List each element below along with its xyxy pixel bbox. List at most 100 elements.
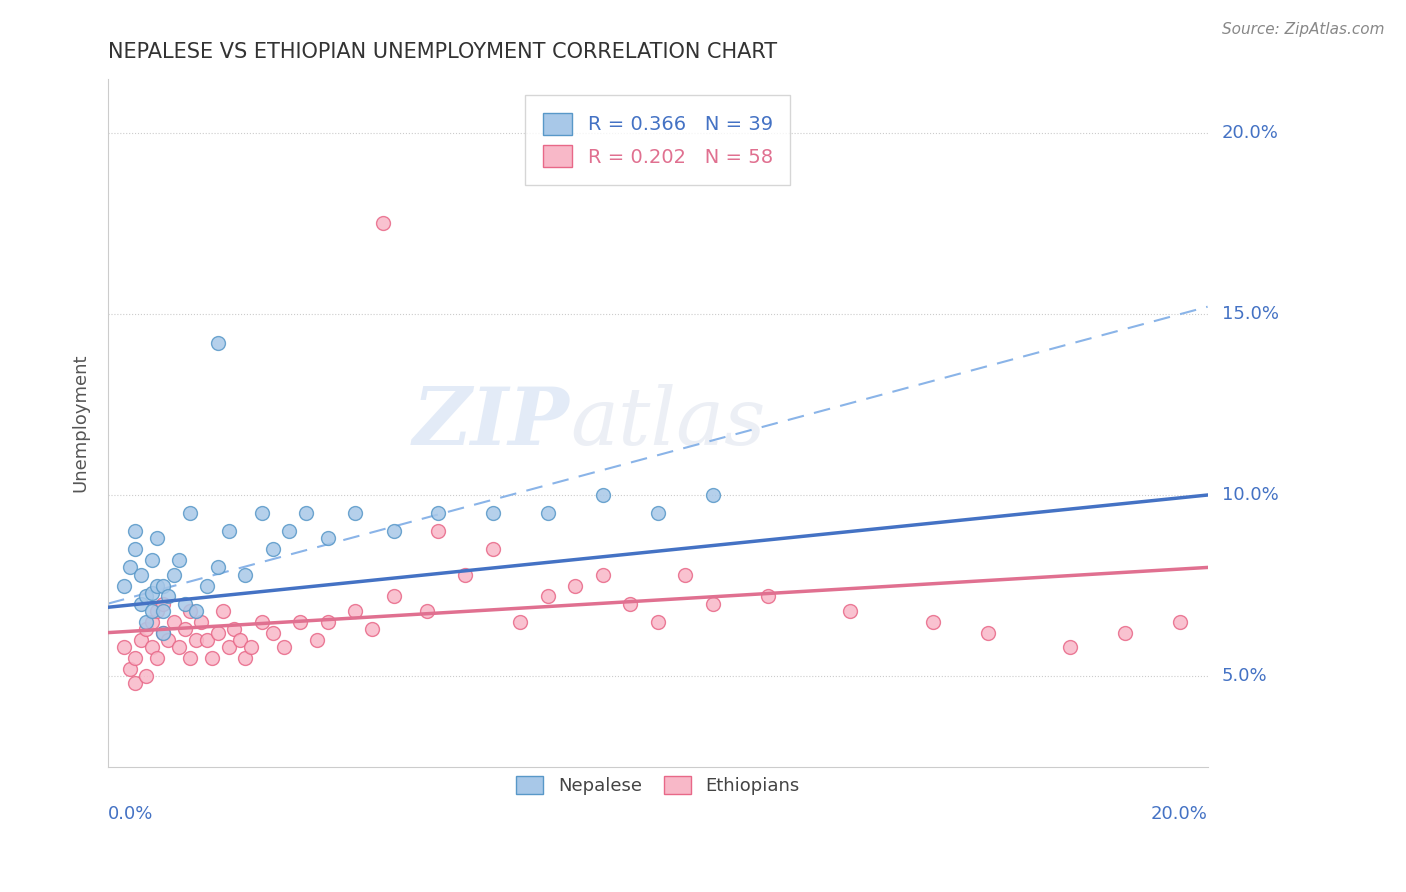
Point	[426, 524, 449, 539]
Point	[195, 632, 218, 647]
Text: 5.0%: 5.0%	[1222, 667, 1267, 685]
Point	[235, 567, 257, 582]
Point	[163, 567, 186, 582]
Point	[344, 604, 367, 618]
Point	[619, 597, 641, 611]
Point	[756, 590, 779, 604]
Point	[509, 615, 531, 629]
Point	[416, 604, 439, 618]
Point	[184, 632, 207, 647]
Text: 20.0%: 20.0%	[1150, 805, 1208, 823]
Point	[146, 651, 169, 665]
Point	[174, 597, 197, 611]
Point	[537, 506, 560, 520]
Point	[592, 488, 614, 502]
Point	[426, 506, 449, 520]
Point	[152, 597, 174, 611]
Point	[976, 625, 998, 640]
Point	[163, 615, 186, 629]
Point	[382, 524, 405, 539]
Point	[141, 615, 163, 629]
Point	[135, 622, 157, 636]
Point	[174, 622, 197, 636]
Point	[212, 604, 235, 618]
Point	[135, 615, 157, 629]
Point	[118, 560, 141, 574]
Point	[129, 567, 152, 582]
Point	[250, 615, 273, 629]
Point	[278, 524, 301, 539]
Point	[179, 651, 201, 665]
Point	[152, 625, 174, 640]
Point	[564, 578, 586, 592]
Point	[482, 506, 505, 520]
Text: NEPALESE VS ETHIOPIAN UNEMPLOYMENT CORRELATION CHART: NEPALESE VS ETHIOPIAN UNEMPLOYMENT CORRE…	[108, 42, 778, 62]
Point	[290, 615, 312, 629]
Point	[482, 542, 505, 557]
Point	[224, 622, 246, 636]
Point	[146, 604, 169, 618]
Point	[361, 622, 384, 636]
Point	[207, 625, 229, 640]
Point	[152, 625, 174, 640]
Point	[169, 553, 191, 567]
Point	[179, 604, 201, 618]
Point	[190, 615, 212, 629]
Point	[195, 578, 218, 592]
Point	[305, 632, 328, 647]
Point	[537, 590, 560, 604]
Point	[129, 597, 152, 611]
Point	[146, 578, 169, 592]
Y-axis label: Unemployment: Unemployment	[72, 353, 89, 491]
Point	[135, 590, 157, 604]
Point	[1114, 625, 1136, 640]
Point	[207, 335, 229, 350]
Point	[673, 567, 696, 582]
Point	[316, 615, 339, 629]
Point	[179, 506, 201, 520]
Point	[124, 524, 146, 539]
Point	[169, 640, 191, 654]
Text: 0.0%: 0.0%	[108, 805, 153, 823]
Point	[218, 524, 240, 539]
Point	[157, 632, 180, 647]
Point	[229, 632, 252, 647]
Point	[141, 553, 163, 567]
Point	[124, 651, 146, 665]
Point	[129, 632, 152, 647]
Point	[592, 567, 614, 582]
Point	[316, 532, 339, 546]
Point	[135, 669, 157, 683]
Point	[702, 488, 724, 502]
Point	[218, 640, 240, 654]
Point	[647, 506, 669, 520]
Point	[382, 590, 405, 604]
Point	[141, 604, 163, 618]
Text: 10.0%: 10.0%	[1222, 486, 1278, 504]
Point	[344, 506, 367, 520]
Point	[157, 590, 180, 604]
Point	[839, 604, 862, 618]
Point	[454, 567, 477, 582]
Point	[262, 625, 284, 640]
Point	[184, 604, 207, 618]
Legend: Nepalese, Ethiopians: Nepalese, Ethiopians	[506, 764, 810, 805]
Point	[235, 651, 257, 665]
Point	[921, 615, 943, 629]
Point	[152, 578, 174, 592]
Text: 20.0%: 20.0%	[1222, 124, 1278, 142]
Point	[239, 640, 262, 654]
Point	[152, 604, 174, 618]
Point	[702, 597, 724, 611]
Point	[647, 615, 669, 629]
Text: Source: ZipAtlas.com: Source: ZipAtlas.com	[1222, 22, 1385, 37]
Point	[118, 662, 141, 676]
Text: atlas: atlas	[569, 384, 765, 461]
Point	[262, 542, 284, 557]
Point	[273, 640, 295, 654]
Point	[124, 542, 146, 557]
Text: ZIP: ZIP	[413, 384, 569, 461]
Point	[114, 578, 136, 592]
Point	[295, 506, 318, 520]
Point	[250, 506, 273, 520]
